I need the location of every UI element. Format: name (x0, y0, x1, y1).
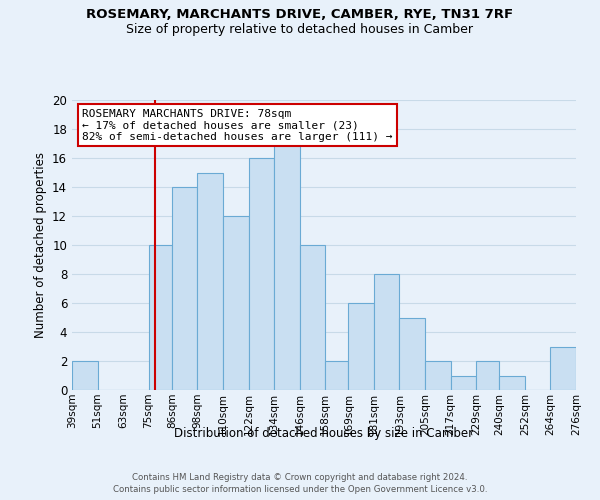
Text: ROSEMARY MARCHANTS DRIVE: 78sqm
← 17% of detached houses are smaller (23)
82% of: ROSEMARY MARCHANTS DRIVE: 78sqm ← 17% of… (82, 108, 392, 142)
Text: Contains HM Land Registry data © Crown copyright and database right 2024.: Contains HM Land Registry data © Crown c… (132, 472, 468, 482)
Bar (374, 274, 400, 390)
Bar (425, 361, 451, 390)
Bar (550, 346, 576, 390)
Bar (476, 361, 499, 390)
Text: Contains public sector information licensed under the Open Government Licence v3: Contains public sector information licen… (113, 485, 487, 494)
Text: Distribution of detached houses by size in Camber: Distribution of detached houses by size … (175, 428, 473, 440)
Bar (149, 245, 172, 390)
Bar (400, 318, 425, 390)
Bar (172, 187, 197, 390)
Bar (274, 144, 299, 390)
Bar (248, 158, 274, 390)
Y-axis label: Number of detached properties: Number of detached properties (34, 152, 47, 338)
Bar (325, 361, 349, 390)
Bar (499, 376, 525, 390)
Text: Size of property relative to detached houses in Camber: Size of property relative to detached ho… (127, 22, 473, 36)
Bar (223, 216, 248, 390)
Bar (299, 245, 325, 390)
Bar (197, 172, 223, 390)
Bar (349, 303, 374, 390)
Text: ROSEMARY, MARCHANTS DRIVE, CAMBER, RYE, TN31 7RF: ROSEMARY, MARCHANTS DRIVE, CAMBER, RYE, … (86, 8, 514, 20)
Bar (451, 376, 476, 390)
Bar (72, 361, 98, 390)
